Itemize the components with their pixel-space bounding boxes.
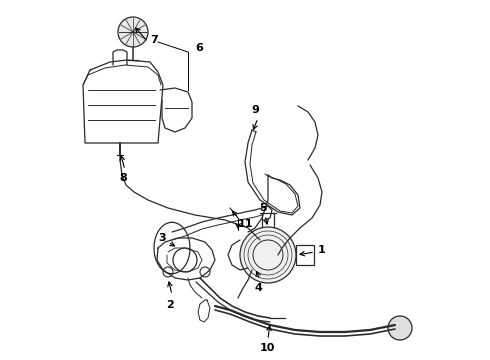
Text: 3: 3	[158, 233, 166, 243]
Text: 7: 7	[150, 35, 158, 45]
Text: 11: 11	[237, 219, 253, 229]
Text: 2: 2	[166, 300, 174, 310]
Text: 8: 8	[119, 173, 127, 183]
Text: 4: 4	[254, 283, 262, 293]
Text: 9: 9	[251, 105, 259, 115]
Circle shape	[240, 227, 296, 283]
Text: 10: 10	[259, 343, 275, 353]
Circle shape	[118, 17, 148, 47]
Text: 5: 5	[259, 203, 267, 213]
Circle shape	[388, 316, 412, 340]
Text: 6: 6	[195, 43, 203, 53]
Text: 1: 1	[318, 245, 326, 255]
